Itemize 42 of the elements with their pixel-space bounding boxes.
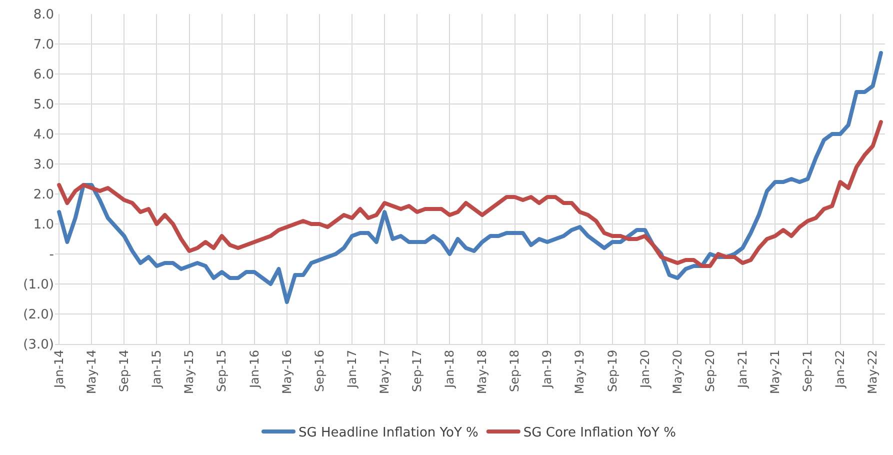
y-tick-label: 8.0 — [33, 8, 54, 23]
x-tick-label: May-20 — [670, 350, 684, 394]
x-tick-label: May-18 — [475, 350, 490, 394]
x-tick-label: Sep-19 — [605, 350, 620, 392]
x-tick-label: Sep-20 — [702, 350, 717, 392]
x-tick-label: Sep-14 — [117, 350, 132, 392]
x-tick-label: Sep-21 — [800, 350, 815, 392]
x-tick-label: May-22 — [866, 350, 880, 394]
y-tick-label: - — [49, 248, 54, 263]
x-tick-label: May-15 — [182, 350, 196, 394]
x-tick-label: Jan-15 — [150, 350, 164, 389]
x-tick-label: May-16 — [280, 350, 294, 394]
legend-label: SG Core Inflation YoY % — [523, 426, 676, 441]
y-tick-label: (3.0) — [23, 338, 54, 353]
x-tick-label: Sep-17 — [410, 350, 424, 392]
x-tick-label: Jan-22 — [833, 350, 848, 389]
x-tick-label: Jan-20 — [638, 350, 652, 389]
x-tick-label: Jan-14 — [52, 350, 66, 389]
y-tick-label: 5.0 — [33, 98, 54, 113]
x-tick-label: May-19 — [572, 350, 587, 394]
x-tick-label: May-14 — [84, 350, 99, 394]
y-tick-label: 6.0 — [33, 68, 54, 83]
y-tick-label: 4.0 — [33, 128, 54, 143]
line-series — [57, 51, 883, 304]
x-tick-label: Jan-21 — [736, 350, 750, 389]
y-tick-label: 2.0 — [33, 188, 54, 203]
x-tick-label: Sep-16 — [312, 350, 326, 392]
x-tick-label: Jan-16 — [247, 350, 262, 389]
x-tick-label: Sep-15 — [214, 350, 229, 392]
x-tick-label: May-21 — [768, 350, 782, 394]
x-tick-label: Sep-18 — [508, 350, 522, 392]
x-tick-label: Jan-19 — [540, 350, 554, 389]
x-tick-label: May-17 — [377, 350, 392, 394]
y-tick-label: (1.0) — [23, 278, 54, 293]
legend-label: SG Headline Inflation YoY % — [298, 426, 478, 441]
y-tick-label: 3.0 — [33, 158, 54, 173]
y-tick-label: 7.0 — [33, 38, 54, 53]
y-tick-label: (2.0) — [23, 308, 54, 323]
line-series — [57, 120, 883, 268]
x-tick-label: Jan-18 — [442, 350, 457, 389]
y-tick-label: 1.0 — [33, 218, 54, 233]
x-tick-label: Jan-17 — [344, 350, 359, 389]
